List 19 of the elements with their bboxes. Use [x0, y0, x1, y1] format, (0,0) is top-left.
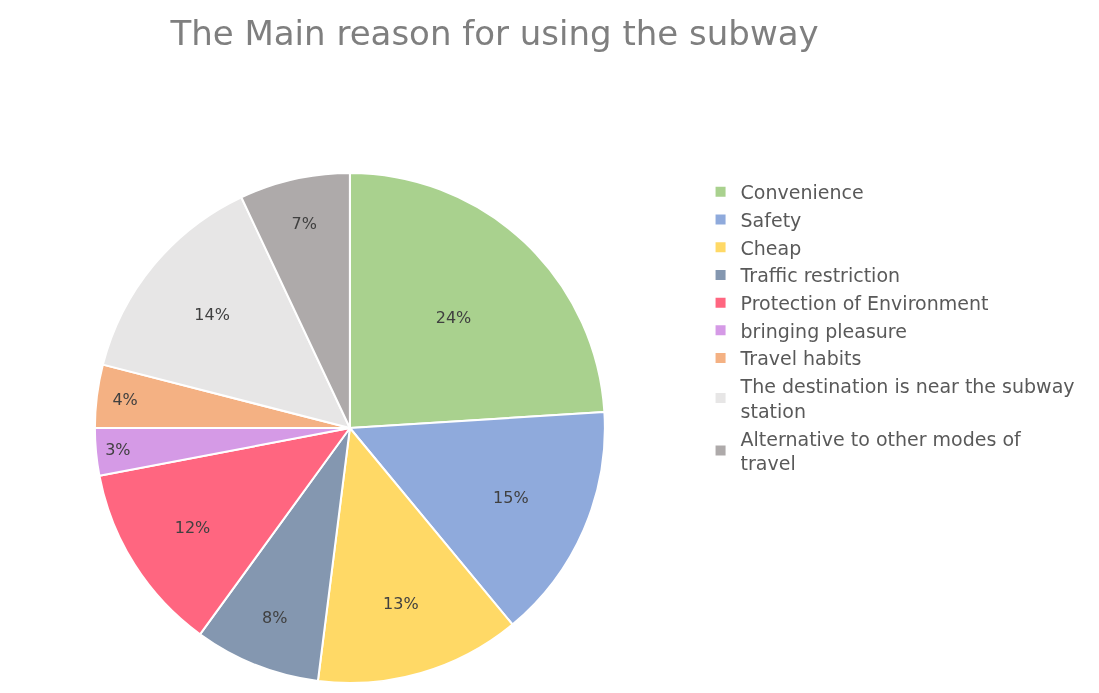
legend-label: Travel habits [739, 347, 862, 370]
data-label: 3% [105, 440, 131, 460]
legend-label: Safety [740, 208, 802, 231]
data-label: 7% [291, 214, 317, 234]
data-label: 24% [435, 308, 472, 328]
legend-label: Alternative to other modes of travel [740, 427, 1023, 475]
legend-label: The destination is near the subway station [739, 375, 1075, 422]
data-label: 4% [112, 390, 138, 410]
legend-label: Protection of Environment [740, 292, 989, 315]
data-label: 8% [262, 608, 288, 628]
legend-label: Traffic restriction [739, 264, 901, 287]
chart-title: The Main reason for using the subway [169, 12, 819, 53]
legend-label: Convenience [740, 181, 864, 204]
data-label: 14% [194, 304, 230, 324]
data-label: 13% [383, 593, 419, 613]
legend-label: Cheap [740, 236, 802, 259]
data-label: 15% [493, 488, 529, 508]
legend-label: bringing pleasure [740, 319, 907, 342]
data-label: 12% [174, 518, 211, 538]
